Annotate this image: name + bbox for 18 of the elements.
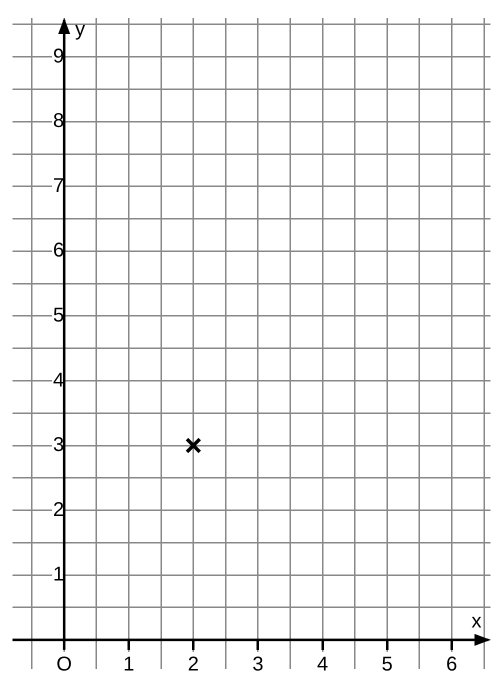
x-tick-label: 6 [446,653,458,676]
x-tick-label: 4 [316,653,328,676]
y-tick-label: 9 [53,45,64,68]
x-tick-label: 1 [123,653,134,676]
x-axis-title: x [472,610,482,632]
x-tick-label: 5 [382,653,393,676]
y-tick-label: 2 [53,498,64,521]
y-tick-label: 3 [53,434,64,456]
y-tick-label: 5 [53,304,64,326]
x-tick-label: 3 [252,653,264,676]
x-tick-label: O [56,653,72,676]
x-tick-label: 2 [188,653,199,676]
y-tick-label: 8 [53,110,64,132]
y-tick-label: 1 [53,564,64,586]
y-tick-label: 4 [53,369,64,392]
y-tick-label: 6 [53,240,64,262]
y-axis-title: y [75,18,86,41]
y-tick-label: 7 [53,174,64,197]
